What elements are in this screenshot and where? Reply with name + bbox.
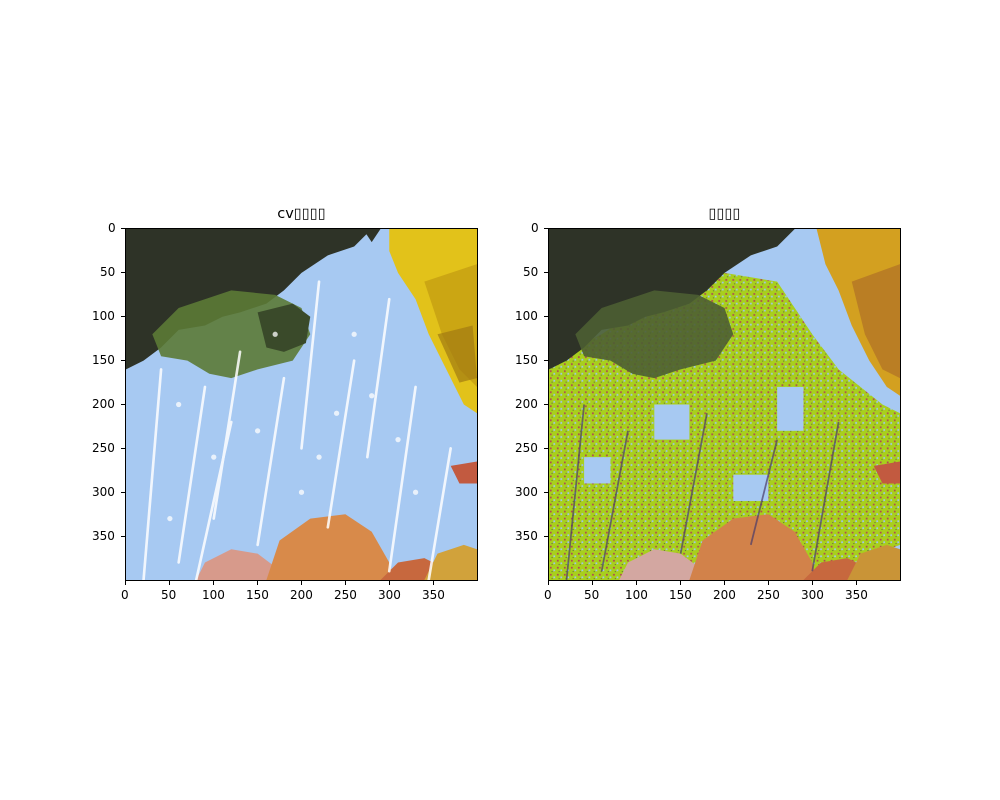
y-tick-label: 150: [515, 353, 538, 367]
y-tick-label: 250: [515, 441, 538, 455]
y-tick-label: 250: [92, 441, 115, 455]
x-tick-label: 350: [845, 588, 868, 602]
left-image-frame: [125, 228, 478, 581]
y-tick-label: 300: [515, 485, 538, 499]
y-tick-label: 350: [515, 529, 538, 543]
y-tick-label: 300: [92, 485, 115, 499]
x-tick-label: 0: [121, 588, 129, 602]
x-tick-label: 300: [378, 588, 401, 602]
x-tick-label: 0: [544, 588, 552, 602]
y-tick-label: 100: [515, 309, 538, 323]
x-tick-label: 250: [757, 588, 780, 602]
y-tick-label: 0: [531, 221, 539, 235]
y-tick-label: 200: [515, 397, 538, 411]
x-tick-label: 350: [422, 588, 445, 602]
y-tick-label: 350: [92, 529, 115, 543]
x-tick-label: 300: [801, 588, 824, 602]
y-tick-label: 150: [92, 353, 115, 367]
x-tick-label: 50: [584, 588, 600, 602]
y-tick-label: 200: [92, 397, 115, 411]
x-tick-label: 100: [202, 588, 225, 602]
right-image: [549, 229, 900, 580]
x-tick-label: 200: [713, 588, 736, 602]
x-tick-label: 150: [246, 588, 269, 602]
y-tick-label: 0: [108, 221, 116, 235]
left-panel-title: cv▯▯▯▯: [277, 206, 326, 222]
x-tick-label: 100: [625, 588, 648, 602]
y-tick-label: 50: [100, 265, 116, 279]
x-tick-label: 50: [161, 588, 177, 602]
x-tick-label: 200: [290, 588, 313, 602]
right-panel-title: ▯▯▯▯: [708, 206, 741, 222]
right-image-frame: [548, 228, 901, 581]
x-tick-label: 250: [334, 588, 357, 602]
left-image: [126, 229, 477, 580]
y-tick-label: 100: [92, 309, 115, 323]
y-tick-label: 50: [523, 265, 539, 279]
x-tick-label: 150: [669, 588, 692, 602]
